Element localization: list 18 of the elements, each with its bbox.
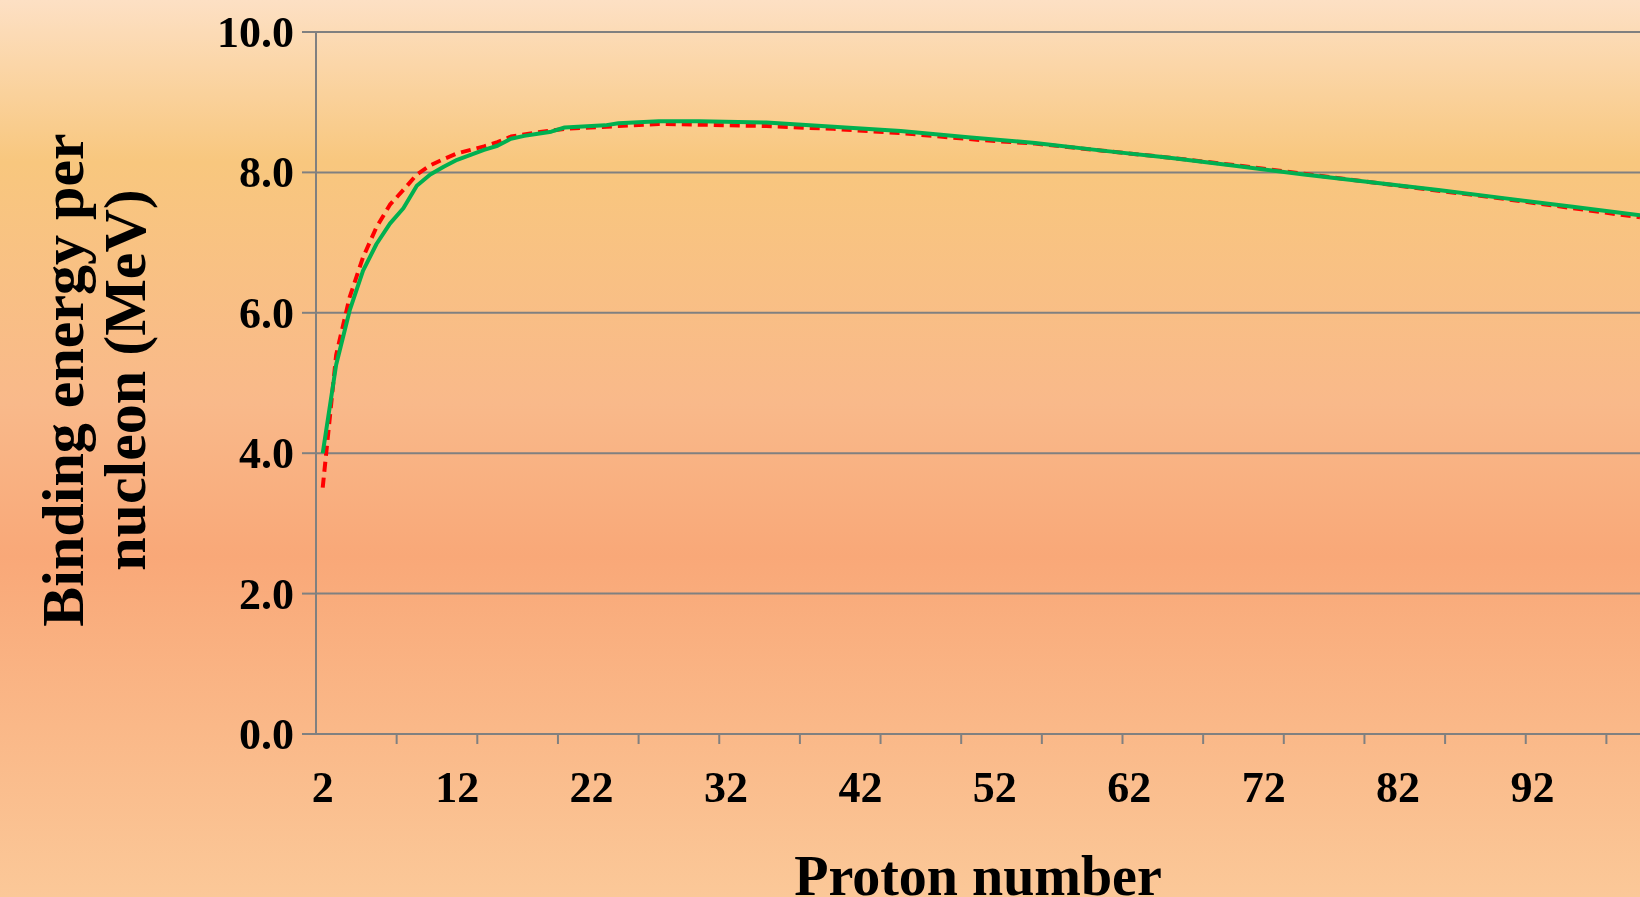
y-tick-label: 2.0 bbox=[239, 569, 294, 619]
y-tick-label: 4.0 bbox=[239, 429, 294, 479]
y-tick-label: 6.0 bbox=[239, 288, 294, 338]
y-axis-title: Binding energy per nucleon (MeV) bbox=[30, 132, 158, 629]
y-tick-label: 8.0 bbox=[239, 148, 294, 198]
y-tick-label: 0.0 bbox=[239, 710, 294, 759]
x-tick-label: 22 bbox=[569, 763, 614, 812]
x-axis-title: Proton number bbox=[794, 845, 1162, 897]
x-tick-label: 32 bbox=[703, 763, 748, 812]
x-tick-label: 92 bbox=[1510, 763, 1555, 812]
y-tick-label: 10.0 bbox=[217, 8, 294, 57]
x-tick-label: 52 bbox=[972, 763, 1017, 812]
x-tick-label: 12 bbox=[435, 763, 480, 812]
x-tick-label: 2 bbox=[311, 763, 334, 812]
x-tick-label: 82 bbox=[1376, 763, 1421, 812]
x-tick-label: 72 bbox=[1241, 763, 1286, 812]
x-tick-label: 62 bbox=[1107, 763, 1152, 812]
x-tick-label: 42 bbox=[838, 763, 883, 812]
